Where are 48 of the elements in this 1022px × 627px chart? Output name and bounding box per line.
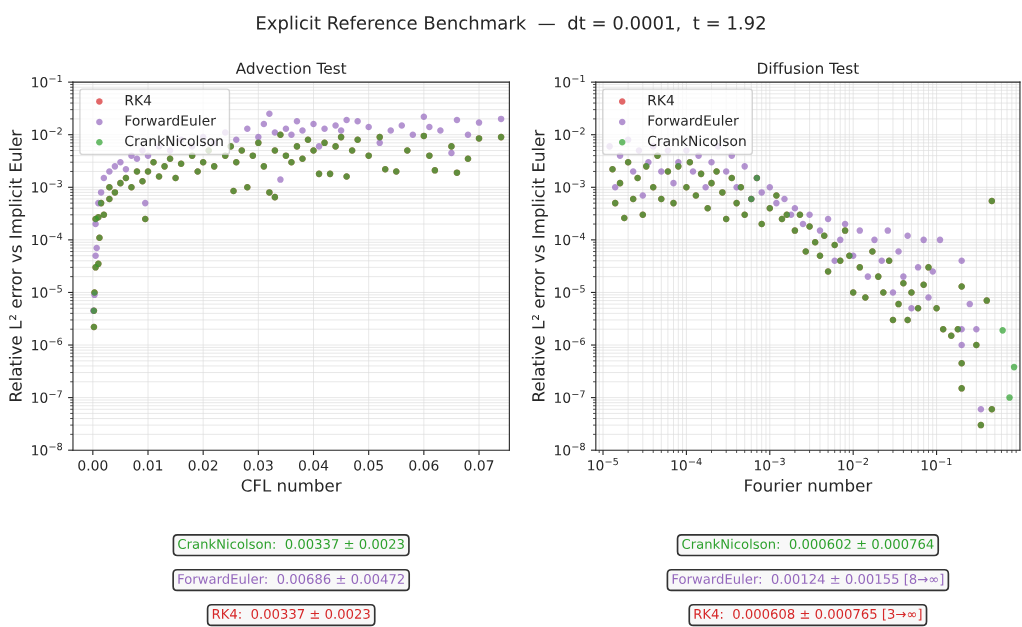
legend-label: CrankNicolson [125,135,223,147]
y-tick-label: 10$^{−3}$ [554,179,585,193]
x-tick-label: 10$^{−3}$ [755,457,785,471]
text: RK4: 0.000608 ± 0.000765 [3→∞] [694,608,922,621]
legend-label: RK4 [648,95,675,106]
y-tick-label: 10$^{−4}$ [32,232,63,246]
x-axis-title: CFL number [241,478,342,492]
y-tick-label: 10$^{−6}$ [554,337,585,351]
y-tick-label: 10$^{−2}$ [554,127,585,141]
legend-label: ForwardEuler [648,115,739,126]
y-tick-label: 10$^{−4}$ [554,232,586,246]
y-tick-label: 10$^{−2}$ [32,127,62,141]
x-tick-label: 10$^{−4}$ [671,457,702,471]
x-axis-title: Fourier number [745,478,873,492]
y-tick-label: 10$^{−8}$ [554,442,585,456]
legend-label: CrankNicolson [647,135,746,147]
text: ForwardEuler: 0.00124 ± 0.00155 [8→∞] [672,573,944,586]
x-tick-label: 0.02 [188,460,218,471]
y-tick-label: 10$^{−1}$ [32,74,62,88]
x-tick-label: 10$^{−5}$ [588,457,618,471]
chart-title: Diffusion Test [758,62,859,75]
x-tick-label: 0.06 [409,460,439,471]
text: ForwardEuler: 0.00686 ± 0.00472 [178,573,404,584]
text: CrankNicolson: 0.000602 ± 0.000764 [682,538,934,549]
y-tick-label: 10$^{−3}$ [32,179,62,193]
x-tick-label: 0.03 [243,460,273,471]
y-tick-label: 10$^{−7}$ [554,390,585,403]
y-tick-label: 10$^{−5}$ [554,285,585,298]
text: CrankNicolson: 0.00337 ± 0.0023 [178,538,404,549]
x-tick-label: 0.04 [298,460,329,471]
y-axis-title: Relative L² error vs Implicit Euler [8,129,26,401]
y-axis-title: Relative L² error vs Implicit Euler [531,129,548,401]
x-tick-label: 10$^{−2}$ [838,457,869,471]
y-tick-label: 10$^{−8}$ [32,442,63,456]
legend-label: ForwardEuler [125,115,216,126]
x-tick-label: 0.05 [354,460,383,471]
x-tick-label: 0.00 [78,460,108,471]
text: Explicit Reference Benchmark — dt = 0.0001, t = 1.92 [257,15,765,34]
text: RK4: 0.00337 ± 0.0023 [212,608,370,619]
y-tick-label: 10$^{−7}$ [32,390,62,403]
x-tick-label: 0.07 [464,460,494,471]
chart-title: Advection Test [235,62,347,75]
legend-label: RK4 [125,95,152,106]
y-tick-label: 10$^{−1}$ [554,74,585,88]
y-tick-label: 10$^{−6}$ [32,337,63,351]
x-tick-label: 0.01 [133,460,163,471]
y-tick-label: 10$^{−5}$ [32,285,62,298]
x-tick-label: 10$^{−1}$ [921,457,952,471]
